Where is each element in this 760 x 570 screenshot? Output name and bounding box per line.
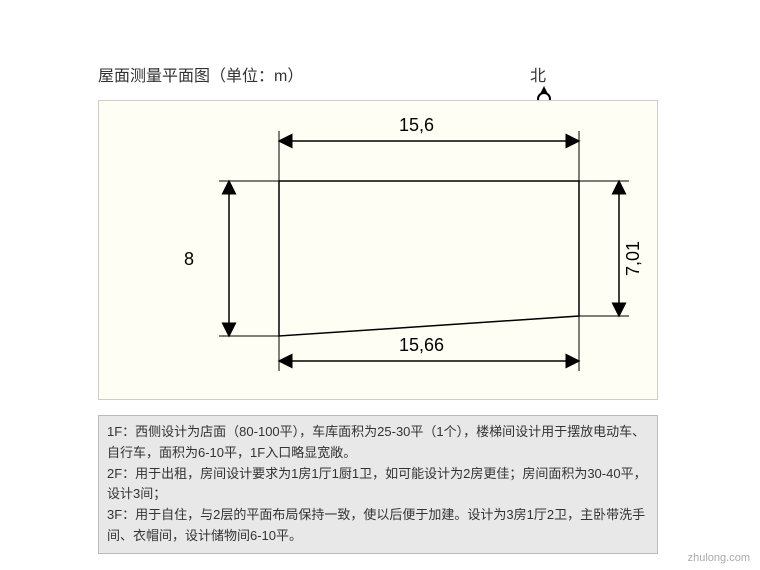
diagram-svg xyxy=(99,101,659,401)
description-box: 1F：西侧设计为店面（80-100平），车库面积为25-30平（1个），楼梯间设… xyxy=(98,415,658,554)
watermark: zhulong.com xyxy=(688,552,750,564)
dim-left-label: 8 xyxy=(184,249,194,270)
desc-line-2: 2F：用于出租，房间设计要求为1房1厅1厨1卫，如可能设计为2房更佳；房间面积为… xyxy=(107,464,649,506)
dim-top-label: 15,6 xyxy=(399,115,434,136)
north-label: 北 xyxy=(530,62,546,86)
building-outline xyxy=(279,181,579,336)
desc-line-1: 1F：西侧设计为店面（80-100平），车库面积为25-30平（1个），楼梯间设… xyxy=(107,422,649,464)
dim-right-label: 7,01 xyxy=(623,241,644,276)
desc-line-3: 3F：用于自住，与2层的平面布局保持一致，使以后便于加建。设计为3房1厅2卫，主… xyxy=(107,505,649,547)
floor-plan-diagram: 15,6 15,66 8 7,01 xyxy=(98,100,658,400)
page-title: 屋面测量平面图（单位：m） xyxy=(98,62,303,86)
dim-bottom-label: 15,66 xyxy=(399,335,444,356)
